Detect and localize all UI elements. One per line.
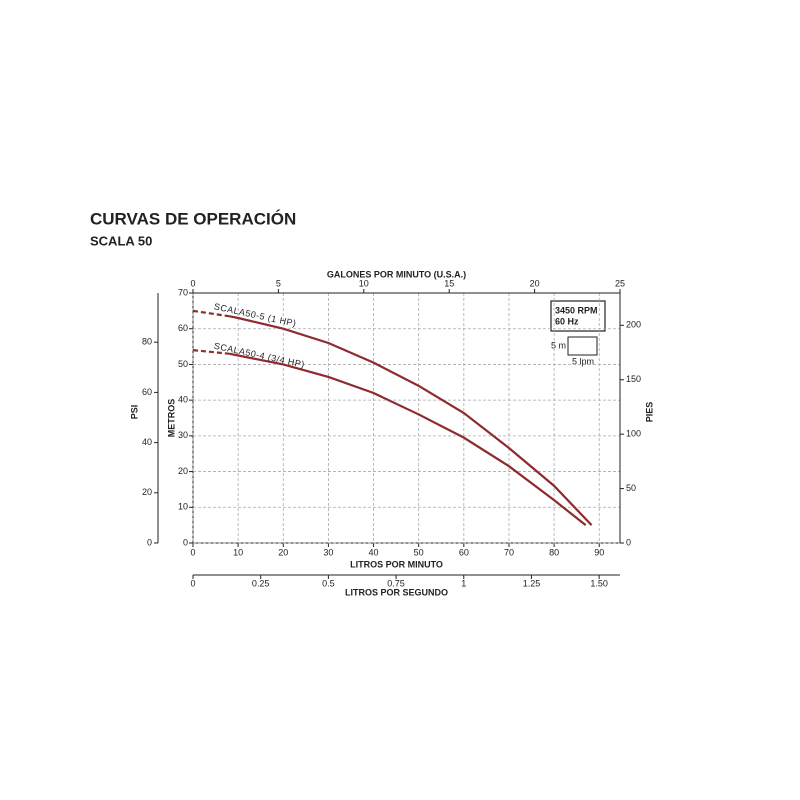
series-dashed (192, 309, 230, 318)
axis-label: PSI (129, 405, 139, 420)
annotation: 5 lpm (572, 356, 594, 366)
subtitle: SCALA 50 (90, 233, 152, 248)
y-tick-label: 50 (178, 359, 188, 369)
y-tick-label: 70 (178, 287, 188, 297)
y-tick-label: 30 (178, 430, 188, 440)
x-tick-label: 0.75 (387, 578, 405, 588)
series-dashed (192, 349, 230, 355)
x-tick-label: 0.25 (252, 578, 270, 588)
x-tick-label: 70 (504, 547, 514, 557)
x-tick-label: 1.25 (523, 578, 541, 588)
y-tick-label: 0 (183, 537, 188, 547)
scale-box (567, 336, 598, 356)
x-tick-label: 20 (278, 547, 288, 557)
x-tick-label: 40 (369, 547, 379, 557)
annotation: 60 Hz (555, 316, 579, 326)
y-tick-label: 40 (178, 395, 188, 405)
y-tick-label: 40 (142, 437, 152, 447)
axis-label: LITROS POR SEGUNDO (345, 587, 448, 597)
y-tick-label: 60 (142, 387, 152, 397)
x-tick-label: 1.50 (590, 578, 608, 588)
y-tick-label: 10 (178, 502, 188, 512)
x-tick-label: 90 (594, 547, 604, 557)
title: CURVAS DE OPERACIÓN (90, 209, 296, 228)
x-tick-label: 1 (461, 578, 466, 588)
y-tick-label: 20 (142, 487, 152, 497)
y-tick-label: 200 (626, 320, 641, 330)
axis-label: GALONES POR MINUTO (U.S.A.) (327, 269, 466, 279)
x-tick-label: 10 (359, 278, 369, 288)
y-tick-label: 100 (626, 429, 641, 439)
x-tick-label: 50 (414, 547, 424, 557)
annotation: 3450 RPM (555, 305, 598, 315)
x-tick-label: 10 (233, 547, 243, 557)
x-tick-label: 0.5 (322, 578, 335, 588)
x-tick-label: 60 (459, 547, 469, 557)
y-axis-label: METROS (166, 399, 176, 438)
y-tick-label: 60 (178, 323, 188, 333)
x-axis-label: LITROS POR MINUTO (350, 559, 443, 569)
x-tick-label: 0 (190, 578, 195, 588)
y-tick-label: 20 (178, 466, 188, 476)
y-tick-label: 80 (142, 337, 152, 347)
y-tick-label: 0 (626, 537, 631, 547)
x-tick-label: 0 (190, 278, 195, 288)
y-tick-label: 0 (147, 537, 152, 547)
x-tick-label: 20 (530, 278, 540, 288)
series-line (228, 315, 593, 526)
axis-label: PIES (644, 402, 654, 423)
x-tick-label: 5 (276, 278, 281, 288)
annotation: 5 m (551, 340, 566, 350)
x-tick-label: 15 (444, 278, 454, 288)
x-tick-label: 25 (615, 278, 625, 288)
y-tick-label: 50 (626, 483, 636, 493)
series-line (228, 352, 587, 527)
y-tick-label: 150 (626, 374, 641, 384)
x-tick-label: 30 (323, 547, 333, 557)
rpm-box (550, 300, 606, 332)
x-tick-label: 80 (549, 547, 559, 557)
series-label: SCALA50-4 (3/4 HP) (213, 341, 306, 370)
x-tick-label: 0 (190, 547, 195, 557)
